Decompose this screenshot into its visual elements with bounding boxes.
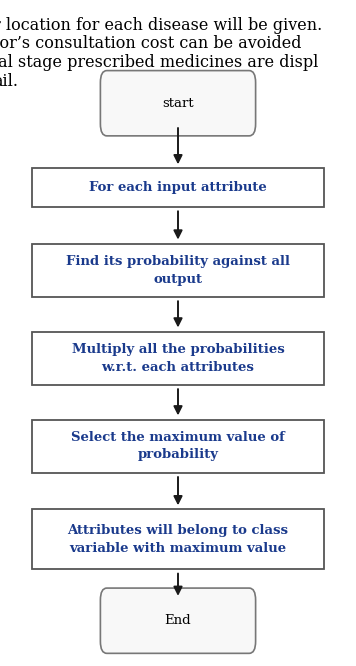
FancyBboxPatch shape [32,168,324,207]
Text: r location for each disease will be given.: r location for each disease will be give… [0,17,322,34]
Text: ial stage prescribed medicines are displ: ial stage prescribed medicines are displ [0,54,318,71]
FancyBboxPatch shape [32,509,324,569]
Text: Find its probability against all
output: Find its probability against all output [66,255,290,286]
Text: Multiply all the probabilities
w.r.t. each attributes: Multiply all the probabilities w.r.t. ea… [72,343,284,374]
Text: Attributes will belong to class
variable with maximum value: Attributes will belong to class variable… [68,524,288,555]
Text: Select the maximum value of
probability: Select the maximum value of probability [71,431,285,462]
Text: start: start [162,97,194,110]
Text: tor’s consultation cost can be avoided: tor’s consultation cost can be avoided [0,35,302,53]
Text: For each input attribute: For each input attribute [89,181,267,194]
FancyBboxPatch shape [100,588,256,653]
FancyBboxPatch shape [32,420,324,473]
Text: End: End [165,614,191,627]
FancyBboxPatch shape [32,332,324,385]
FancyBboxPatch shape [100,71,256,136]
Text: ail.: ail. [0,73,18,90]
FancyBboxPatch shape [32,244,324,297]
